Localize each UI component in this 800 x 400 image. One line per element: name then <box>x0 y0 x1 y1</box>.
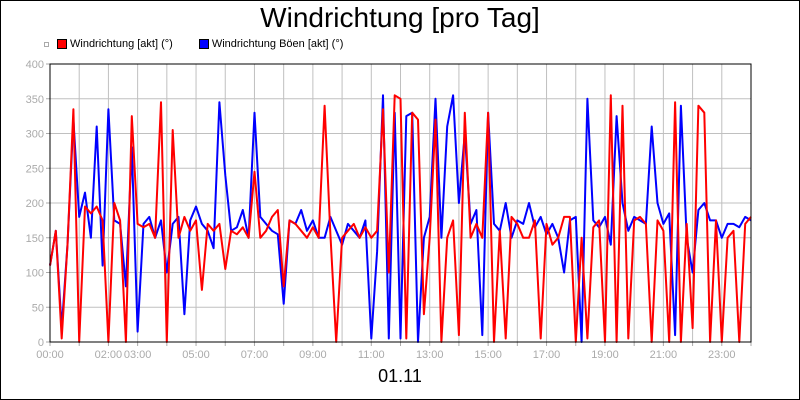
chart-title: Windrichtung [pro Tag] <box>260 2 540 33</box>
y-tick-label: 250 <box>26 163 44 175</box>
x-tick-label: 05:00 <box>182 349 210 361</box>
x-tick-label: 09:00 <box>299 349 327 361</box>
legend-swatch-red <box>57 39 67 49</box>
legend-item-windrichtung[interactable]: Windrichtung [akt] (°) <box>57 38 173 50</box>
legend-item-windrichtung-boeen[interactable]: Windrichtung Böen [akt] (°) <box>198 38 344 50</box>
y-tick-label: 50 <box>32 302 44 314</box>
x-tick-label: 11:00 <box>358 349 385 361</box>
y-tick-label: 200 <box>26 198 44 210</box>
x-tick-label: 15:00 <box>474 349 502 361</box>
x-tick-label: 02:00 <box>95 349 123 361</box>
legend: Windrichtung [akt] (°) Windrichtung Böen… <box>44 38 369 50</box>
y-tick-label: 350 <box>26 94 44 106</box>
series-line <box>49 94 752 343</box>
legend-label: Windrichtung [akt] (°) <box>70 38 173 50</box>
y-tick-label: 150 <box>26 233 44 245</box>
y-tick-label: 400 <box>26 59 44 71</box>
legend-toggle-icon[interactable] <box>44 41 49 47</box>
y-tick-label: 100 <box>26 268 44 280</box>
x-tick-label: 17:00 <box>533 349 561 361</box>
y-tick-label: 300 <box>26 129 44 141</box>
x-tick-label: 13:00 <box>416 349 444 361</box>
x-tick-label: 03:00 <box>124 349 152 361</box>
x-tick-label: 21:00 <box>650 349 678 361</box>
x-axis-date-label: 01.11 <box>378 366 422 386</box>
x-tick-label: 23:00 <box>708 349 736 361</box>
legend-label: Windrichtung Böen [akt] (°) <box>211 38 344 50</box>
legend-swatch-blue <box>198 39 209 49</box>
x-tick-label: 19:00 <box>591 349 619 361</box>
x-tick-label: 07:00 <box>241 349 269 361</box>
x-tick-label: 00:00 <box>36 349 64 361</box>
y-tick-label: 0 <box>38 337 44 349</box>
